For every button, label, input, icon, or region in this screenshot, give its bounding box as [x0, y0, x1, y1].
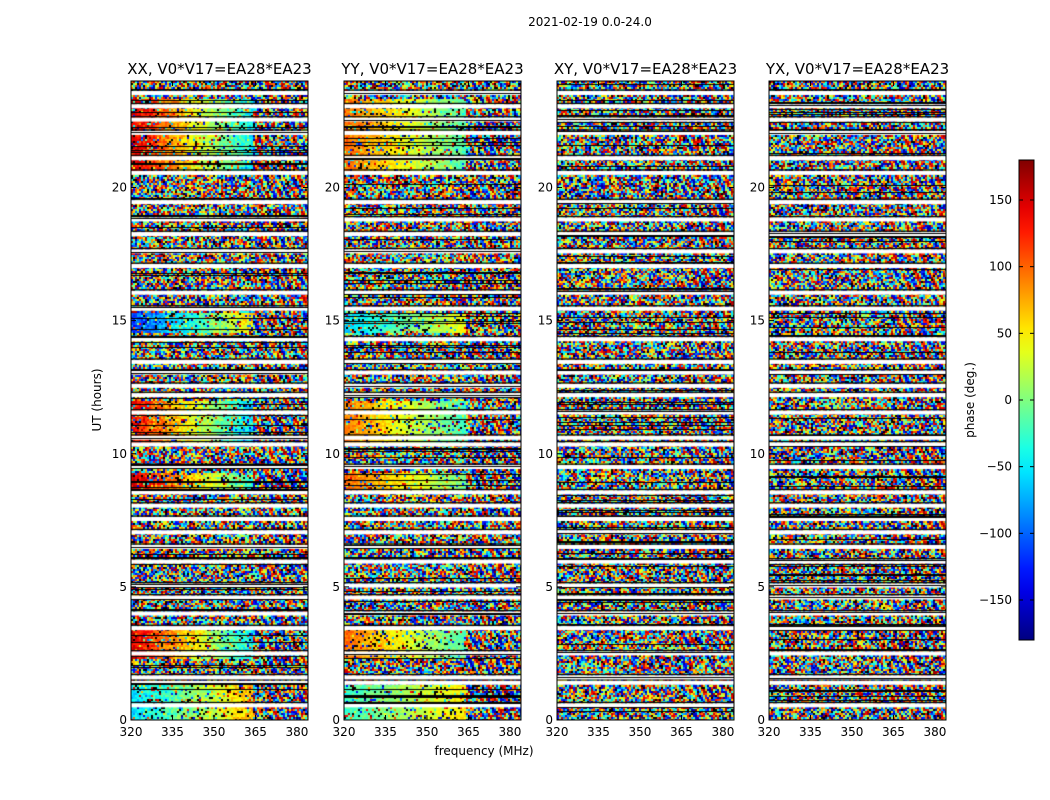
- y-tick-label: 15: [538, 314, 553, 328]
- panel-xy: XY, V0*V17=EA28*EA23 320 335 350 365 380 0 5 10 1…: [538, 60, 737, 739]
- y-axis-label: UT (hours): [90, 368, 104, 431]
- y-tick-label: 0: [119, 713, 127, 727]
- y-tick-label: 5: [545, 580, 553, 594]
- panel-title: XY, V0*V17=EA28*EA23: [554, 60, 737, 78]
- heatmap-canvas: [769, 81, 946, 720]
- heatmap-canvas: [344, 81, 521, 720]
- plot-frame: [556, 80, 735, 721]
- colorbar-tick-label: 150: [989, 193, 1012, 207]
- y-tick-label: 10: [325, 447, 340, 461]
- x-tick-label: 350: [203, 725, 226, 739]
- y-tick-label: 10: [112, 447, 127, 461]
- panel-title: XX, V0*V17=EA28*EA23: [127, 60, 311, 78]
- x-tick-label: 365: [882, 725, 905, 739]
- x-tick-label: 380: [923, 725, 946, 739]
- colorbar-tick-label: 0: [1004, 393, 1012, 407]
- y-tick-label: 15: [750, 314, 765, 328]
- x-tick-label: 350: [629, 725, 652, 739]
- figure-title: 2021-02-19 0.0-24.0: [528, 15, 652, 29]
- y-tick-label: 20: [750, 181, 765, 195]
- panel-xx: XX, V0*V17=EA28*EA23 320 335 350 365 380 0 5 10 1…: [112, 60, 312, 739]
- x-tick-label: 365: [244, 725, 267, 739]
- y-tick-label: 20: [112, 181, 127, 195]
- y-tick-label: 20: [325, 181, 340, 195]
- phase-heatmap: [557, 81, 734, 720]
- x-tick-label: 320: [758, 725, 781, 739]
- phase-heatmap: [344, 81, 521, 720]
- x-tick-label: 350: [416, 725, 439, 739]
- y-tick-label: 5: [119, 580, 127, 594]
- x-tick-label: 365: [670, 725, 693, 739]
- y-tick-label: 10: [750, 447, 765, 461]
- plot-frame: [130, 80, 309, 721]
- panels: XX, V0*V17=EA28*EA23 320 335 350 365 380 0 5 10 1…: [112, 60, 949, 739]
- colorbar-tick-label: 50: [997, 326, 1012, 340]
- colorbar-tick-label: 100: [989, 260, 1012, 274]
- y-tick-label: 5: [757, 580, 765, 594]
- plot-frame: [768, 80, 947, 721]
- y-tick-label: 0: [757, 713, 765, 727]
- x-tick-label: 335: [587, 725, 610, 739]
- panel-yx: YX, V0*V17=EA28*EA23 320 335 350 365 380 0 5 10 1…: [750, 60, 949, 739]
- x-tick-label: 350: [841, 725, 864, 739]
- x-axis-label: frequency (MHz): [434, 744, 533, 758]
- phase-heatmap: [131, 81, 308, 720]
- x-tick-label: 335: [161, 725, 184, 739]
- colorbar: 150 100 50 0 −50 −100 −150: [979, 159, 1035, 641]
- heatmap-canvas: [131, 81, 308, 720]
- heatmap-canvas: [557, 81, 734, 720]
- y-tick-label: 20: [538, 181, 553, 195]
- y-tick-label: 0: [545, 713, 553, 727]
- y-tick-label: 10: [538, 447, 553, 461]
- x-tick-label: 320: [120, 725, 143, 739]
- y-tick-label: 15: [112, 314, 127, 328]
- x-tick-label: 380: [711, 725, 734, 739]
- x-tick-label: 380: [285, 725, 308, 739]
- panel-title: YY, V0*V17=EA28*EA23: [340, 60, 523, 78]
- colorbar-label: phase (deg.): [963, 362, 977, 438]
- x-tick-label: 335: [799, 725, 822, 739]
- y-tick-label: 0: [332, 713, 340, 727]
- y-tick-label: 15: [325, 314, 340, 328]
- x-tick-label: 320: [546, 725, 569, 739]
- colorbar-tick-label: −100: [979, 526, 1012, 540]
- x-tick-label: 365: [457, 725, 480, 739]
- phase-heatmap: [769, 81, 946, 720]
- x-tick-label: 320: [333, 725, 356, 739]
- panel-yy: YY, V0*V17=EA28*EA23 320 335 350 365 380 0 5 10 1…: [325, 60, 524, 739]
- x-tick-label: 335: [374, 725, 397, 739]
- y-tick-label: 5: [332, 580, 340, 594]
- colorbar-tick-label: −150: [979, 593, 1012, 607]
- plot-frame: [343, 80, 522, 721]
- colorbar-tick-label: −50: [987, 460, 1012, 474]
- panel-title: YX, V0*V17=EA28*EA23: [765, 60, 949, 78]
- x-tick-label: 380: [498, 725, 521, 739]
